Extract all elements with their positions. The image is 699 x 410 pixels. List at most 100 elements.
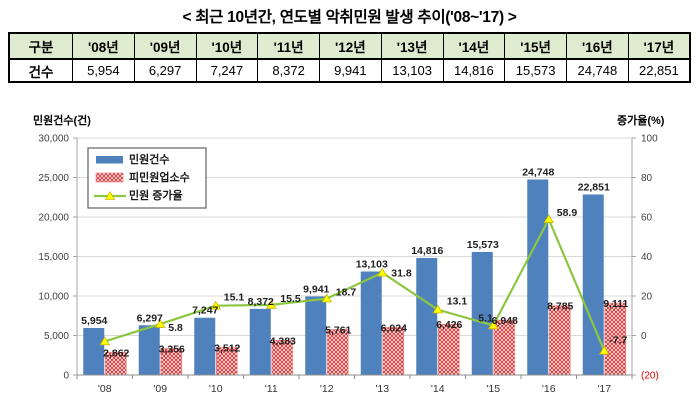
left-axis-title: 민원건수(건) bbox=[33, 113, 91, 127]
right-axis-tick-label: 0 bbox=[641, 331, 647, 342]
right-axis-tick-label: 100 bbox=[641, 134, 658, 145]
legend-label: 피민원업소수 bbox=[129, 170, 190, 184]
bar-complaints bbox=[416, 257, 438, 375]
table-year-header: '09년 bbox=[133, 32, 197, 60]
bars bbox=[83, 179, 627, 376]
growth-rate-label: 5.1 bbox=[478, 312, 493, 324]
table-header: 구분 '08년 '09년 '10년 '11년 '12년 '13년 '14년 '15년 '16년 '1… bbox=[8, 32, 691, 60]
bar-complaints-label: 15,573 bbox=[467, 239, 499, 251]
x-axis-category-label: '08 bbox=[98, 383, 112, 395]
growth-marker bbox=[154, 319, 166, 328]
right-axis-title: 증가율(%) bbox=[617, 113, 665, 127]
bar-complaints-label: 24,748 bbox=[522, 166, 554, 178]
growth-marker bbox=[543, 214, 555, 223]
table-year-header: '11년 bbox=[257, 32, 320, 60]
complaints-combo-chart: 0 5,000 10,000 15,000 20,000 25,000 30,000 (20)… bbox=[33, 113, 665, 396]
table-corner-cell: 구분 bbox=[8, 32, 73, 60]
bar-businesses-label: 6,426 bbox=[436, 319, 462, 331]
growth-rate-label: 13.1 bbox=[447, 296, 468, 308]
page-title: < 최근 10년간, 연도별 악취민원 발생 추이('08~'17) > bbox=[182, 9, 517, 26]
bar-businesses-label: 3,512 bbox=[214, 342, 240, 354]
growth-rate-label: 18.7 bbox=[336, 287, 357, 299]
growth-marker bbox=[487, 320, 499, 330]
legend-swatch-complaints bbox=[96, 156, 123, 164]
bar-businesses-label: 9,111 bbox=[603, 298, 628, 310]
legend-label: 민원 증가율 bbox=[129, 188, 183, 202]
growth-rate-label: 15.5 bbox=[280, 293, 301, 305]
growth-marker bbox=[265, 299, 277, 309]
growth-rate-label: 58.9 bbox=[557, 207, 578, 219]
growth-line bbox=[99, 214, 610, 355]
table-value-cell: 22,851 bbox=[627, 58, 691, 83]
table-year-header: '08년 bbox=[72, 32, 135, 60]
bar-complaints-label: 14,816 bbox=[411, 245, 443, 257]
bar-complaints bbox=[83, 327, 105, 375]
chart-area: 0 5,000 10,000 15,000 20,000 25,000 30,000 (20)… bbox=[0, 88, 699, 410]
right-axis-tick-label: 40 bbox=[641, 252, 653, 263]
table-year-header: '13년 bbox=[380, 32, 444, 60]
growth-marker bbox=[210, 300, 222, 310]
growth-marker bbox=[321, 293, 333, 303]
table-value-cell: 5,954 bbox=[72, 58, 135, 83]
bar-businesses-label: 6,948 bbox=[492, 315, 518, 327]
table-value-cell: 15,573 bbox=[504, 58, 567, 83]
table-year-header: '14년 bbox=[442, 32, 506, 60]
bar-complaints-label: 9,941 bbox=[303, 283, 329, 295]
table-year-header: '12년 bbox=[319, 32, 382, 60]
x-axis-category-label: '17 bbox=[597, 383, 611, 395]
yearly-complaints-table: 구분 '08년 '09년 '10년 '11년 '12년 '13년 '14년 '15년 '16년 '1… bbox=[8, 32, 691, 83]
bar-complaints-label: 5,954 bbox=[81, 315, 107, 327]
growth-polyline bbox=[104, 216, 606, 352]
table-year-header: '17년 bbox=[627, 32, 691, 60]
growth-marker bbox=[376, 267, 388, 277]
table-value-cell: 8,372 bbox=[257, 58, 320, 83]
bar-businesses bbox=[548, 305, 571, 376]
x-axis-category-label: '14 bbox=[431, 383, 445, 395]
growth-rate-label: 31.8 bbox=[391, 268, 412, 280]
bar-businesses-label: 2,862 bbox=[103, 347, 129, 359]
table-value-cell: 6,297 bbox=[133, 58, 197, 83]
left-axis-tick-label: 5,000 bbox=[44, 331, 69, 342]
bar-complaints-label: 13,103 bbox=[356, 258, 388, 270]
x-axis-category-label: '13 bbox=[375, 383, 389, 395]
tick-labels: 0 5,000 10,000 15,000 20,000 25,000 30,000 (20)… bbox=[38, 134, 658, 396]
table-year-header: '10년 bbox=[195, 32, 259, 60]
bar-complaints-label: 8,372 bbox=[248, 296, 274, 308]
data-labels: 5,954 2,862 6,297 3,356 7,247 3,512 8,372 4,383… bbox=[81, 166, 628, 359]
bar-complaints bbox=[582, 194, 604, 375]
right-axis-tick-label: (20) bbox=[641, 371, 659, 382]
growth-rate-label: -7.7 bbox=[609, 335, 627, 347]
growth-marker bbox=[432, 304, 444, 314]
bar-complaints bbox=[138, 325, 160, 375]
x-axis-category-label: '16 bbox=[542, 383, 556, 395]
growth-rate-label: 15.1 bbox=[224, 292, 245, 304]
left-axis-tick-label: 15,000 bbox=[38, 252, 69, 263]
right-axis-tick-label: 60 bbox=[641, 213, 653, 224]
right-axis-tick-label: 20 bbox=[641, 292, 653, 303]
bar-businesses-label: 3,356 bbox=[159, 343, 185, 355]
table-row-header: 건수 bbox=[8, 58, 73, 83]
x-axis-category-label: '10 bbox=[209, 383, 223, 395]
legend-label: 민원건수 bbox=[129, 152, 169, 166]
table-value-cell: 13,103 bbox=[380, 58, 444, 83]
bar-businesses-label: 4,383 bbox=[270, 335, 296, 347]
bar-complaints bbox=[194, 317, 216, 375]
legend-growth-marker bbox=[104, 191, 116, 200]
left-axis-tick-label: 10,000 bbox=[38, 292, 69, 303]
table-value-cell: 24,748 bbox=[566, 58, 629, 83]
x-axis-category-label: '12 bbox=[320, 383, 334, 395]
table-year-header: '16년 bbox=[566, 32, 629, 60]
bar-businesses-label: 6,024 bbox=[381, 322, 407, 334]
table-year-header: '15년 bbox=[504, 32, 567, 60]
x-axis-category-label: '15 bbox=[486, 383, 500, 395]
left-axis-tick-label: 30,000 bbox=[38, 134, 69, 145]
table-value-cell: 9,941 bbox=[319, 58, 382, 83]
growth-marker bbox=[598, 345, 610, 355]
left-axis-tick-label: 20,000 bbox=[38, 213, 69, 224]
bar-complaints bbox=[249, 308, 271, 375]
right-axis-tick-label: 80 bbox=[641, 173, 653, 184]
bar-businesses bbox=[382, 327, 405, 376]
growth-marker bbox=[99, 336, 111, 346]
